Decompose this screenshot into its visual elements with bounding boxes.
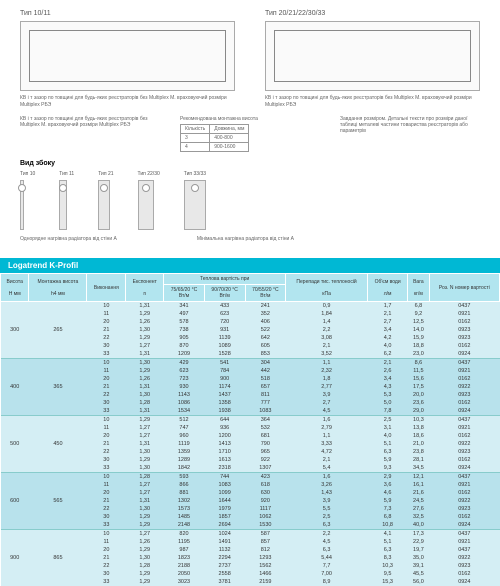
data-table: ВисотаH мм Монтажна висотаh4 мм Виконанн…	[0, 273, 500, 586]
side-caption-right: Мінімальна нагрівна радіатора від стіни …	[197, 236, 294, 242]
table-row: 300265101,313414332410,91,76,80437	[1, 302, 500, 311]
side-title: Вид збоку	[20, 160, 480, 167]
side-item: Тип 10	[20, 171, 35, 230]
side-item: Тип 21	[98, 171, 113, 230]
diagram-right-title: Тип 20/21/22/30/33	[265, 10, 480, 17]
note-right: Завдання розміром. Детальні тексти про р…	[340, 116, 480, 152]
table-row: 900865101,2782010245872,24,117,30437	[1, 530, 500, 539]
mini-table: КількістьДовжина, мм 3400-800 4900-1600	[180, 124, 249, 152]
diagram-note-c: КВ і т зазор по товщині для будь-яких ре…	[265, 95, 480, 108]
product-title: Logatrend K-Profil	[0, 258, 500, 273]
diagram-note-a: КВ і т зазор по товщині для будь-яких ре…	[20, 95, 235, 108]
side-item: Тип 22/30	[138, 171, 160, 230]
table-row: 500450101,295126443641,62,510,30437	[1, 416, 500, 425]
diagram-left-title: Тип 10/11	[20, 10, 235, 17]
side-item: Тип 33/33	[184, 171, 206, 230]
diagram-left	[20, 21, 235, 91]
side-item: Тип 11	[59, 171, 74, 230]
table-row: 600565101,285937444231,62,912,10437	[1, 473, 500, 482]
table-row: 400365101,304295413041,12,18,60437	[1, 359, 500, 368]
diagram-right	[265, 21, 480, 91]
side-caption-left: Однорядне нагрівна радіатора від стіни А	[20, 236, 117, 242]
note-mid: Рекомендована монтажна висота	[180, 116, 320, 122]
note-left: КВ і т зазор по товщині для будь-яких ре…	[20, 116, 160, 152]
